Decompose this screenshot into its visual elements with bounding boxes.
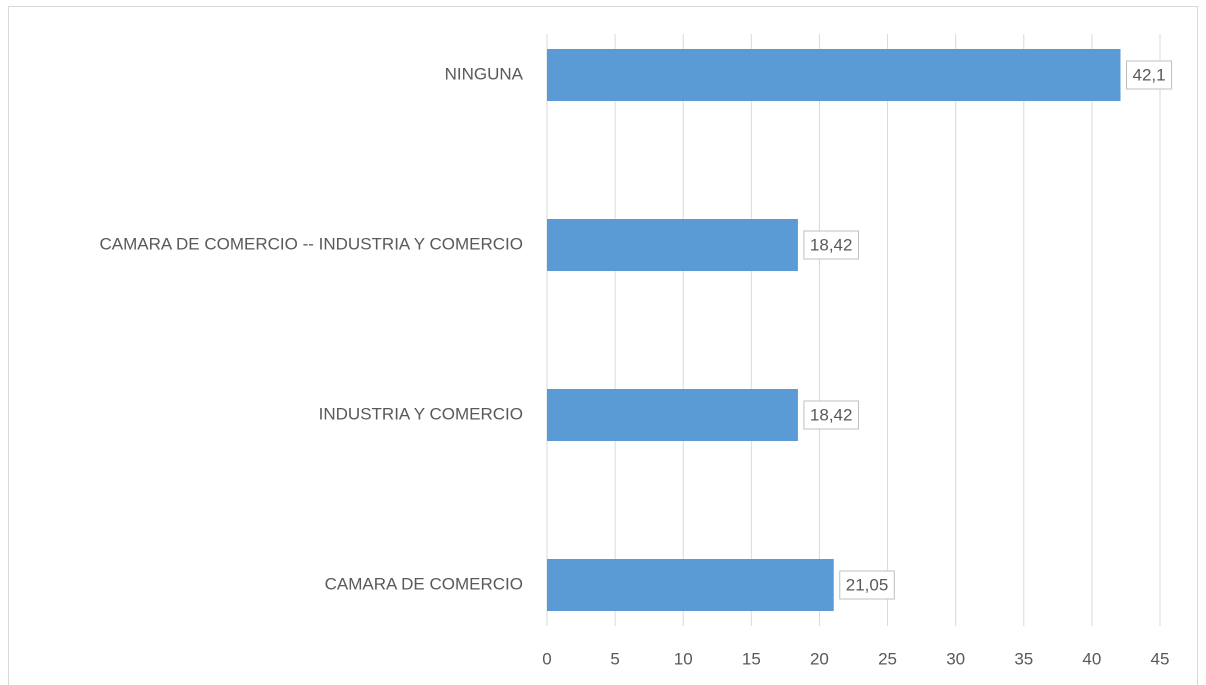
- x-tick-label: 5: [610, 649, 619, 668]
- bar: [547, 389, 798, 441]
- x-tick-label: 25: [878, 649, 897, 668]
- data-label: 42,1: [1132, 65, 1165, 84]
- x-tick-label: 20: [810, 649, 829, 668]
- x-tick-label: 15: [742, 649, 761, 668]
- y-tick-label: CAMARA DE COMERCIO: [325, 574, 523, 593]
- x-tick-label: 10: [674, 649, 693, 668]
- x-tick-label: 0: [542, 649, 551, 668]
- data-label-box: [1125, 60, 1173, 90]
- x-tick-label: 45: [1151, 649, 1170, 668]
- data-label-box: [803, 230, 859, 260]
- x-tick-label: 35: [1014, 649, 1033, 668]
- data-label-box: [803, 400, 859, 430]
- x-tick-label: 40: [1082, 649, 1101, 668]
- data-label: 21,05: [846, 575, 889, 594]
- bar: [547, 49, 1121, 101]
- y-tick-label: INDUSTRIA Y COMERCIO: [319, 404, 523, 423]
- bar: [547, 219, 798, 271]
- y-tick-label: NINGUNA: [445, 64, 524, 83]
- x-tick-label: 30: [946, 649, 965, 668]
- data-label: 18,42: [810, 405, 853, 424]
- data-label: 18,42: [810, 235, 853, 254]
- y-tick-label: CAMARA DE COMERCIO -- INDUSTRIA Y COMERC…: [100, 234, 523, 253]
- data-label-box: [839, 570, 895, 600]
- bar: [547, 559, 834, 611]
